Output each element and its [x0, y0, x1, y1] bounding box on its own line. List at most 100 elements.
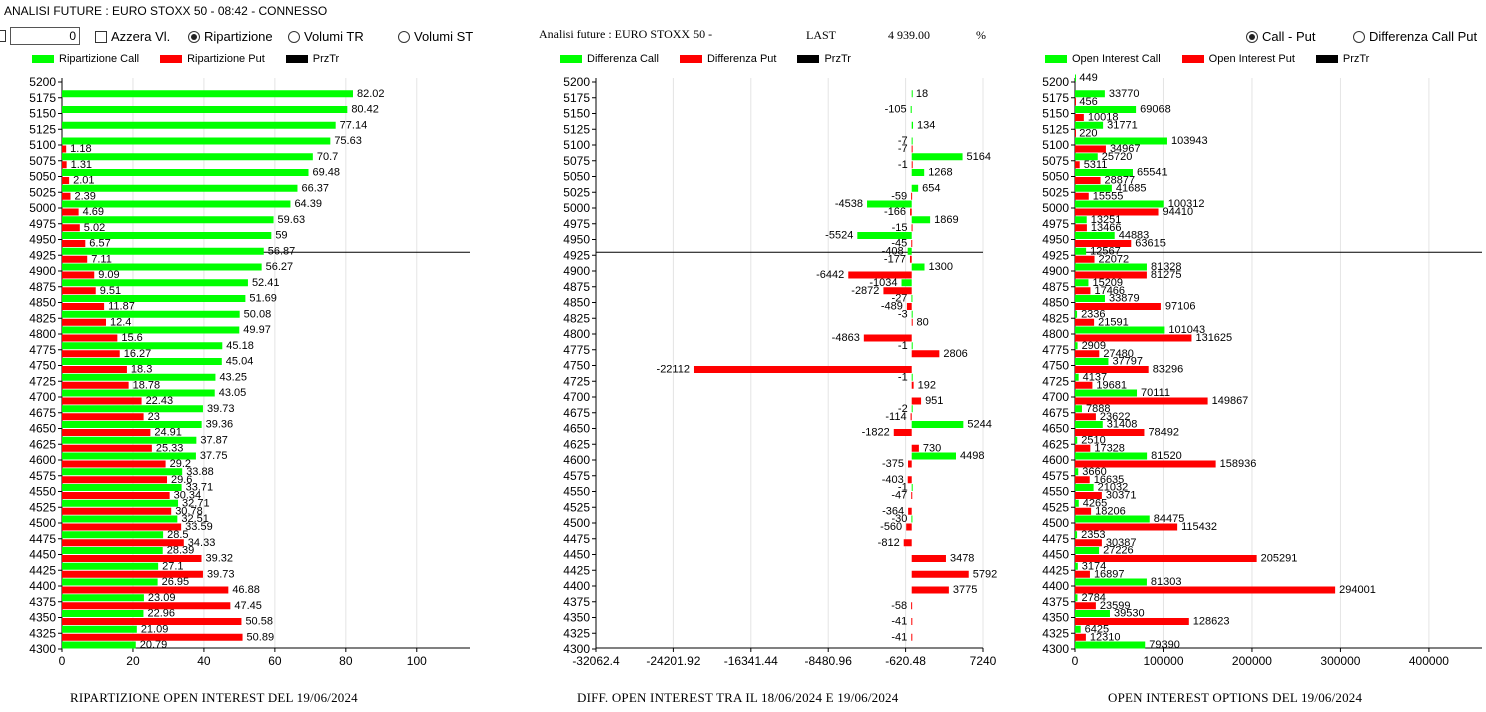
data-label: 30.78 [175, 505, 203, 517]
data-label: 39.36 [206, 419, 234, 431]
data-label: 131625 [1195, 332, 1232, 344]
call-bar [857, 232, 912, 239]
data-label: 23 [148, 411, 160, 423]
call-bar [62, 421, 202, 428]
data-label: 33.59 [185, 521, 213, 533]
azzera-option[interactable]: Azzera Vl. [95, 29, 170, 44]
y-tick-label: 5125 [563, 122, 590, 136]
data-label: -3 [898, 308, 908, 320]
data-label: 100312 [1168, 198, 1205, 210]
put-bar [62, 161, 67, 169]
radio-diff-call-put[interactable] [1353, 30, 1365, 43]
put-bar [911, 492, 913, 499]
option-diff-call-put[interactable]: Differenza Call Put [1353, 29, 1477, 44]
chart-title: DIFF. OPEN INTEREST TRA IL 18/06/2024 E … [577, 690, 899, 705]
call-bar [62, 263, 262, 271]
data-label: 82.02 [357, 88, 385, 100]
data-label: 5792 [973, 568, 997, 580]
call-bar [62, 247, 264, 255]
data-label: 3174 [1082, 560, 1106, 572]
data-label: 16897 [1094, 568, 1125, 580]
data-label: 951 [925, 395, 943, 407]
y-tick-label: 4875 [1042, 280, 1069, 294]
put-bar [62, 429, 151, 436]
data-label: 37797 [1112, 356, 1143, 368]
radio-volumi-st[interactable] [398, 30, 410, 43]
put-bar [1075, 523, 1178, 531]
value-input[interactable] [10, 27, 80, 45]
call-bar [62, 153, 313, 161]
call-bar [901, 279, 912, 287]
call-bar [1075, 452, 1148, 460]
y-tick-label: 4650 [1042, 422, 1069, 436]
call-bar [1075, 137, 1167, 145]
y-tick-label: 4850 [1042, 296, 1069, 310]
put-bar [1075, 129, 1076, 137]
y-tick-label: 4525 [29, 500, 56, 514]
put-bar [911, 318, 913, 326]
data-label: 10018 [1088, 112, 1119, 124]
radio-volumi-tr[interactable] [288, 30, 300, 43]
x-tick-label: 400000 [1409, 654, 1449, 668]
radio-ripartizione[interactable] [188, 30, 200, 43]
put-bar [911, 381, 914, 389]
x-tick-label: 20 [126, 654, 140, 668]
azzera-checkbox[interactable] [95, 30, 107, 43]
data-label: 654 [922, 182, 940, 194]
call-bar [1075, 200, 1164, 208]
call-bar [1075, 421, 1103, 428]
value-checkbox[interactable] [0, 30, 6, 42]
data-label: 77.14 [340, 119, 368, 131]
put-bar [907, 476, 912, 484]
put-bar [1075, 539, 1102, 547]
data-label: 41685 [1116, 182, 1147, 194]
mode-volumi-tr[interactable]: Volumi TR [288, 29, 364, 44]
data-label: 33770 [1109, 88, 1140, 100]
call-bar [911, 216, 931, 224]
radio-call-put[interactable] [1246, 30, 1258, 43]
y-tick-label: 5150 [1042, 107, 1069, 121]
put-bar [911, 161, 913, 169]
y-tick-label: 5200 [563, 75, 590, 89]
y-tick-label: 4575 [29, 469, 56, 483]
y-tick-label: 4975 [29, 217, 56, 231]
data-label: 59.63 [278, 214, 306, 226]
put-bar [1075, 98, 1076, 106]
y-tick-label: 4700 [29, 390, 56, 404]
put-bar [62, 366, 127, 373]
azzera-label: Azzera Vl. [111, 29, 171, 44]
data-label: 70.7 [317, 151, 338, 163]
call-bar [62, 121, 336, 129]
y-tick-label: 4500 [563, 516, 590, 530]
call-bar [911, 184, 919, 192]
data-label: 23.09 [148, 592, 176, 604]
data-label: -4538 [835, 198, 863, 210]
option-call-put[interactable]: Call - Put [1246, 29, 1315, 44]
x-tick-label: -620.48 [885, 654, 926, 668]
data-label: 11.87 [108, 301, 135, 313]
mode-ripartizione[interactable]: Ripartizione [188, 29, 273, 44]
mode-volumi-st[interactable]: Volumi ST [398, 29, 473, 44]
data-label: 2353 [1081, 529, 1105, 541]
y-tick-label: 4550 [29, 485, 56, 499]
legend-prztr-swatch [285, 55, 308, 63]
data-label: 4265 [1083, 497, 1107, 509]
y-tick-label: 4500 [29, 516, 56, 530]
data-label: -1034 [869, 277, 897, 289]
put-bar [1075, 555, 1257, 562]
data-label: 33.71 [186, 482, 214, 494]
y-tick-label: 4750 [29, 359, 56, 373]
call-bar [1075, 263, 1147, 271]
data-label: 80.42 [351, 104, 379, 116]
y-tick-label: 4875 [563, 280, 590, 294]
put-bar [1075, 161, 1080, 169]
data-label: 29.6 [171, 474, 192, 486]
legend-label: Ripartizione Put [187, 53, 265, 65]
data-label: 34967 [1110, 143, 1141, 155]
data-label: 101043 [1168, 324, 1205, 336]
call-bar [1075, 232, 1115, 239]
call-bar [911, 342, 913, 350]
y-tick-label: 4825 [29, 311, 56, 325]
data-label: 158936 [1220, 458, 1257, 470]
